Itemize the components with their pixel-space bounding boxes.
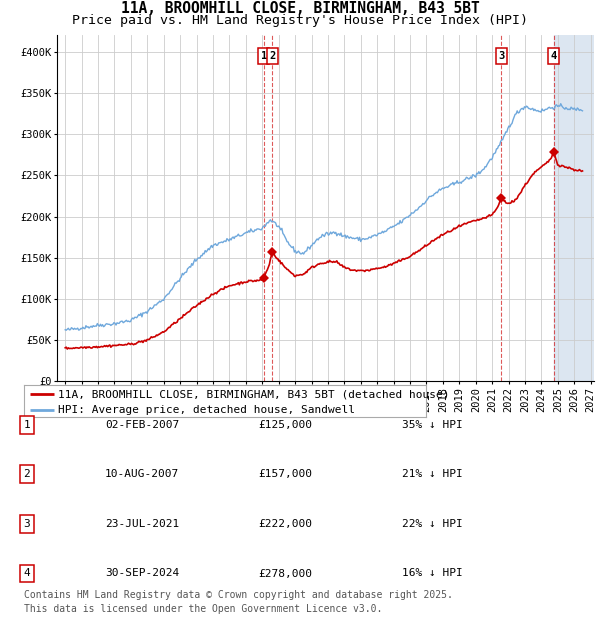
Text: 30-SEP-2024: 30-SEP-2024 — [105, 569, 179, 578]
Text: Contains HM Land Registry data © Crown copyright and database right 2025.: Contains HM Land Registry data © Crown c… — [24, 590, 453, 600]
Text: 1: 1 — [260, 51, 267, 61]
Text: 2: 2 — [23, 469, 31, 479]
Text: £222,000: £222,000 — [258, 519, 312, 529]
Text: 02-FEB-2007: 02-FEB-2007 — [105, 420, 179, 430]
Text: 2: 2 — [269, 51, 275, 61]
Text: 3: 3 — [23, 519, 31, 529]
Text: £125,000: £125,000 — [258, 420, 312, 430]
Bar — [554, 35, 600, 381]
Text: 3: 3 — [498, 51, 505, 61]
Text: 11A, BROOMHILL CLOSE, BIRMINGHAM, B43 5BT: 11A, BROOMHILL CLOSE, BIRMINGHAM, B43 5B… — [121, 1, 479, 16]
Text: 4: 4 — [23, 569, 31, 578]
Text: 1: 1 — [23, 420, 31, 430]
Text: 21% ↓ HPI: 21% ↓ HPI — [402, 469, 463, 479]
Text: £278,000: £278,000 — [258, 569, 312, 578]
Text: £157,000: £157,000 — [258, 469, 312, 479]
Text: This data is licensed under the Open Government Licence v3.0.: This data is licensed under the Open Gov… — [24, 604, 382, 614]
Text: 4: 4 — [551, 51, 557, 61]
Text: Price paid vs. HM Land Registry's House Price Index (HPI): Price paid vs. HM Land Registry's House … — [72, 14, 528, 27]
Text: 23-JUL-2021: 23-JUL-2021 — [105, 519, 179, 529]
Text: 22% ↓ HPI: 22% ↓ HPI — [402, 519, 463, 529]
Text: 35% ↓ HPI: 35% ↓ HPI — [402, 420, 463, 430]
Text: 10-AUG-2007: 10-AUG-2007 — [105, 469, 179, 479]
Text: 16% ↓ HPI: 16% ↓ HPI — [402, 569, 463, 578]
Text: 11A, BROOMHILL CLOSE, BIRMINGHAM, B43 5BT (detached house): 11A, BROOMHILL CLOSE, BIRMINGHAM, B43 5B… — [58, 389, 449, 399]
Text: HPI: Average price, detached house, Sandwell: HPI: Average price, detached house, Sand… — [58, 405, 355, 415]
